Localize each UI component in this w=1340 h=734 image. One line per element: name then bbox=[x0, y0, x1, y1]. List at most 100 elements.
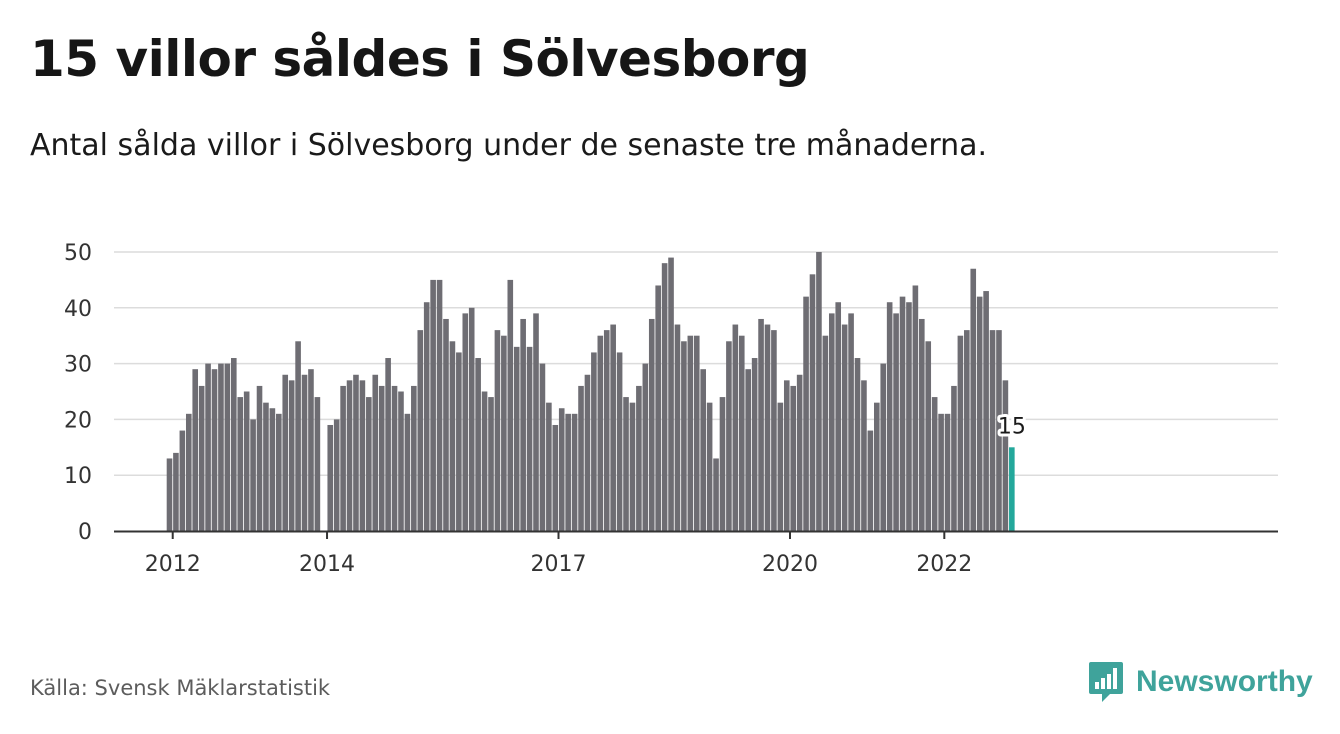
bar bbox=[661, 263, 668, 531]
bar bbox=[706, 402, 713, 531]
bar bbox=[282, 374, 289, 531]
y-tick-label-50: 50 bbox=[64, 241, 92, 266]
bar bbox=[777, 402, 784, 531]
bar bbox=[899, 296, 906, 531]
y-tick-label-30: 30 bbox=[64, 353, 92, 378]
bar bbox=[205, 363, 211, 531]
bar bbox=[693, 335, 700, 531]
bar bbox=[295, 341, 301, 531]
bar bbox=[610, 324, 616, 531]
bar bbox=[938, 413, 944, 531]
bar bbox=[276, 413, 282, 531]
bar bbox=[989, 330, 996, 531]
bar bbox=[996, 330, 1002, 531]
bar bbox=[983, 291, 989, 531]
bar bbox=[430, 279, 436, 531]
bar bbox=[494, 330, 501, 531]
bar bbox=[687, 335, 694, 531]
bar bbox=[874, 402, 880, 531]
bar bbox=[674, 324, 681, 531]
bar bbox=[783, 380, 790, 531]
bar bbox=[173, 452, 179, 531]
bar bbox=[758, 318, 764, 531]
x-tick-label-2020: 2020 bbox=[762, 552, 818, 577]
bar bbox=[552, 424, 559, 531]
bar bbox=[822, 335, 829, 531]
bar bbox=[700, 369, 706, 531]
y-tick-label-40: 40 bbox=[64, 297, 92, 322]
bar bbox=[919, 318, 925, 531]
bar bbox=[764, 324, 771, 531]
x-tick-label-2022: 2022 bbox=[916, 552, 972, 577]
bar bbox=[385, 358, 391, 531]
y-tick-label-20: 20 bbox=[64, 408, 92, 433]
bar bbox=[828, 313, 835, 531]
bar bbox=[404, 413, 411, 531]
bar bbox=[417, 330, 424, 531]
bar bbox=[224, 363, 231, 531]
bar bbox=[449, 341, 456, 531]
bar bbox=[520, 318, 526, 531]
bar bbox=[957, 335, 964, 531]
bar bbox=[591, 352, 597, 531]
bar bbox=[809, 274, 816, 531]
bar bbox=[796, 374, 803, 531]
bar bbox=[738, 335, 745, 531]
source-note: Källa: Svensk Mäklarstatistik bbox=[30, 676, 331, 700]
bar bbox=[546, 402, 552, 531]
bar bbox=[970, 268, 977, 531]
x-axis-ticks: 2012 2014 2017 2020 2022 bbox=[145, 532, 972, 577]
bar bbox=[468, 307, 475, 531]
bar bbox=[771, 330, 777, 531]
bar bbox=[835, 302, 842, 531]
bar bbox=[250, 419, 256, 531]
bar bbox=[848, 313, 854, 531]
bar bbox=[353, 374, 359, 531]
bar bbox=[565, 413, 571, 531]
bar bbox=[533, 313, 539, 531]
bar bbox=[629, 402, 636, 531]
bar bbox=[391, 385, 398, 531]
chart-subtitle: Antal sålda villor i Sölvesborg under de… bbox=[30, 128, 988, 163]
bar bbox=[912, 285, 919, 531]
bar bbox=[539, 363, 546, 531]
bar bbox=[861, 380, 867, 531]
bar bbox=[198, 385, 205, 531]
bar bbox=[346, 380, 353, 531]
bar bbox=[732, 324, 739, 531]
bar bbox=[623, 397, 629, 531]
bar bbox=[423, 302, 430, 531]
bar bbox=[681, 341, 687, 531]
bar bbox=[398, 391, 404, 531]
bar bbox=[603, 330, 610, 531]
bar bbox=[359, 380, 366, 531]
bar bbox=[340, 385, 346, 531]
x-tick-label-2012: 2012 bbox=[145, 552, 201, 577]
bar bbox=[211, 369, 218, 531]
bar bbox=[237, 397, 244, 531]
bar bbox=[571, 413, 578, 531]
bar bbox=[751, 358, 758, 531]
brand-name: Newsworthy bbox=[1136, 665, 1313, 698]
bar bbox=[880, 363, 887, 531]
y-tick-label-10: 10 bbox=[64, 464, 92, 489]
bar bbox=[185, 413, 192, 531]
bar bbox=[655, 285, 661, 531]
bar bbox=[179, 430, 186, 531]
x-tick-label-2014: 2014 bbox=[299, 552, 355, 577]
bar bbox=[584, 374, 591, 531]
bar bbox=[668, 257, 674, 531]
bar bbox=[726, 341, 732, 531]
bar bbox=[501, 335, 507, 531]
bar bbox=[218, 363, 224, 531]
newsworthy-logo[interactable]: Newsworthy bbox=[1088, 660, 1313, 704]
bar bbox=[301, 374, 308, 531]
bar-series bbox=[166, 252, 1015, 531]
bar bbox=[308, 369, 314, 531]
bar bbox=[288, 380, 295, 531]
bar bbox=[976, 296, 983, 531]
bar bbox=[436, 279, 443, 531]
bar bbox=[636, 385, 642, 531]
bar bbox=[333, 419, 340, 531]
bar bbox=[790, 385, 797, 531]
